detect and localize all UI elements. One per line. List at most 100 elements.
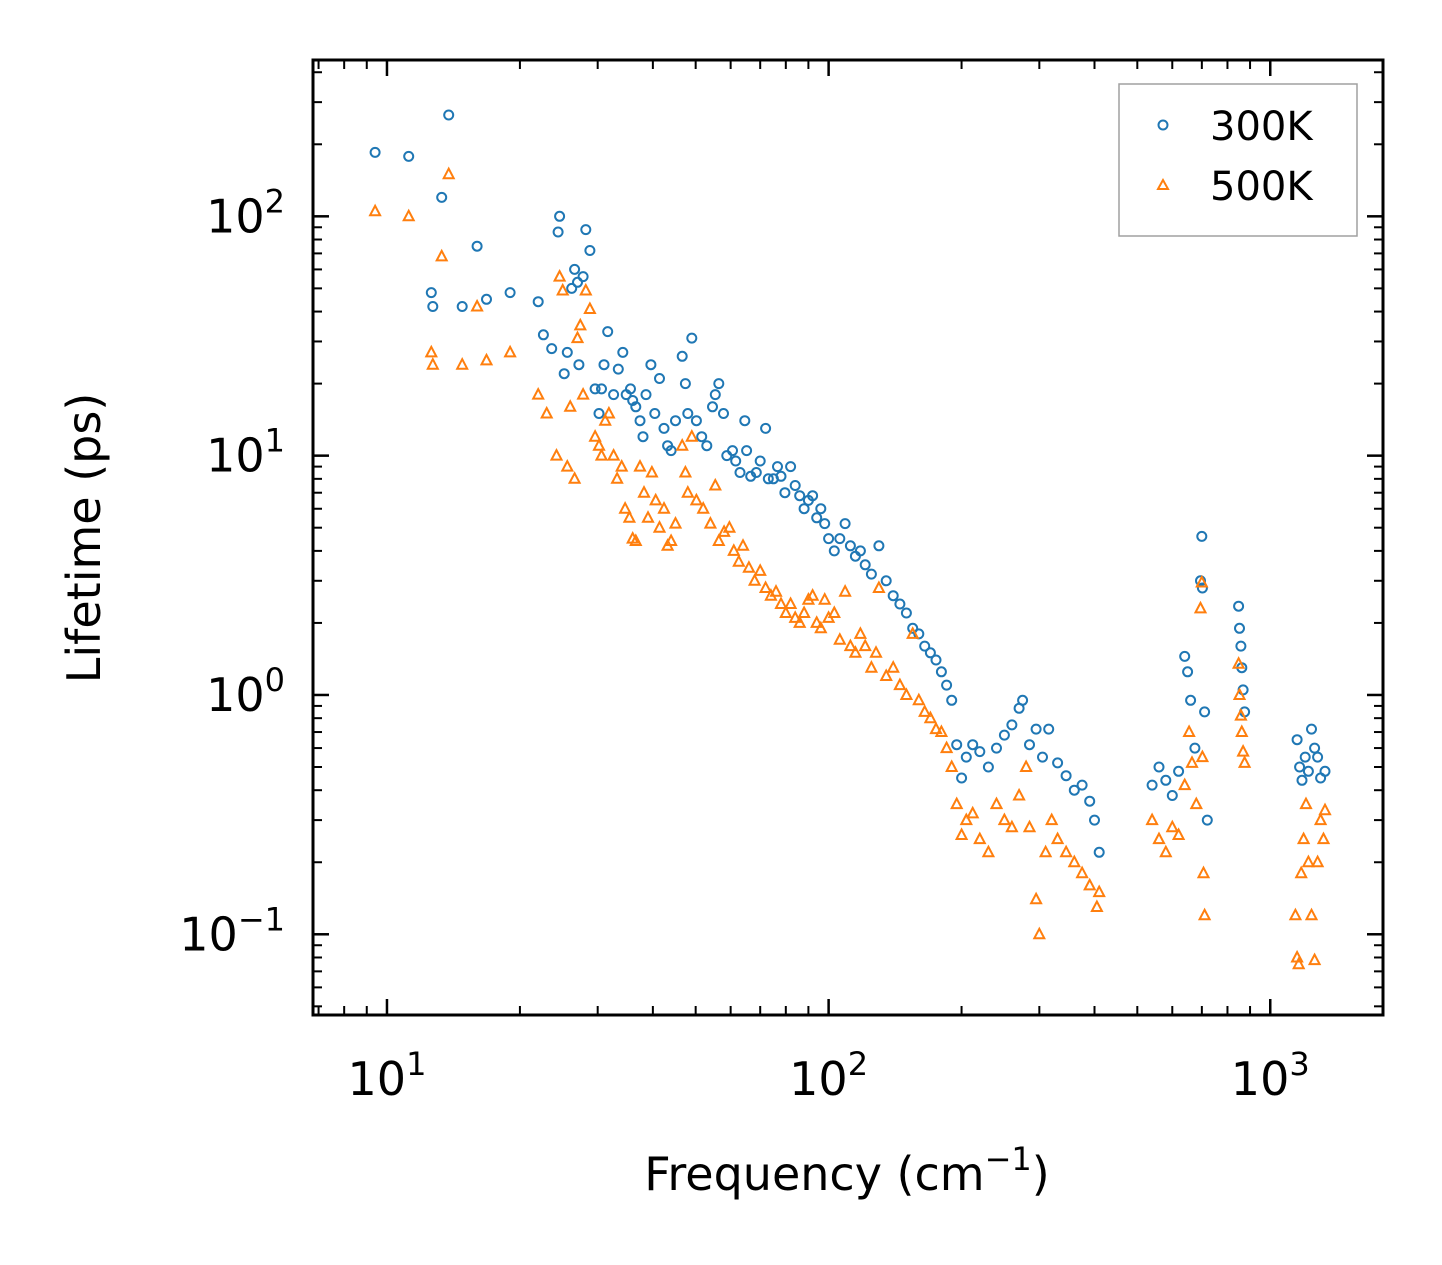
- data-point-300k: [865, 568, 877, 580]
- data-point-500k: [722, 520, 737, 533]
- data-point-300k: [974, 746, 986, 758]
- data-point-300k: [403, 150, 415, 162]
- data-point-500k: [402, 208, 416, 222]
- y-tick-exponent: 1: [265, 422, 285, 460]
- data-point-300k: [566, 282, 578, 294]
- data-point-500k: [1296, 831, 1311, 845]
- data-point-300k: [701, 440, 713, 452]
- data-point-300k: [1182, 666, 1194, 678]
- data-point-500k: [1005, 819, 1019, 833]
- data-point-500k: [1171, 827, 1186, 840]
- data-point-500k: [712, 533, 726, 546]
- data-point-500k: [664, 533, 678, 546]
- data-point-500k: [1237, 755, 1252, 768]
- data-point-300k: [676, 350, 688, 362]
- x-tick-label: 102: [789, 1045, 868, 1106]
- data-point-500k: [549, 447, 564, 461]
- data-point-500k: [886, 660, 900, 673]
- data-point-300k: [561, 346, 573, 358]
- data-point-500k: [1159, 844, 1173, 858]
- data-point-300k: [739, 415, 751, 427]
- data-point-300k: [608, 389, 620, 401]
- data-point-300k: [1312, 751, 1324, 763]
- x-axis-label-suffix: ): [1032, 1147, 1050, 1201]
- data-point-300k: [573, 359, 585, 371]
- data-point-500k: [583, 301, 597, 314]
- data-point-300k: [1235, 640, 1247, 652]
- data-point-500k: [848, 645, 863, 658]
- data-point-500k: [629, 533, 643, 546]
- x-tick-label: 101: [348, 1045, 427, 1106]
- data-point-300k: [471, 240, 483, 252]
- data-point-500k: [1299, 796, 1313, 810]
- data-point-500k: [966, 805, 980, 819]
- data-point-500k: [696, 501, 710, 514]
- data-point-500k: [788, 610, 802, 623]
- data-point-300k: [696, 431, 708, 443]
- data-point-500k: [1234, 707, 1248, 721]
- data-point-500k: [681, 485, 695, 498]
- data-point-500k: [678, 464, 693, 478]
- data-point-300k: [682, 408, 694, 419]
- data-point-500k: [872, 580, 886, 593]
- x-tick-base: 10: [348, 1052, 407, 1106]
- data-point-500k: [598, 413, 612, 426]
- y-axis-label: Lifetime (ps): [57, 393, 111, 684]
- data-point-500k: [893, 677, 907, 691]
- data-point-300k: [625, 383, 636, 395]
- data-point-300k: [658, 422, 670, 434]
- data-point-300k: [951, 739, 963, 751]
- x-axis-label-exponent: −1: [985, 1140, 1032, 1178]
- data-point-500k: [1195, 749, 1210, 763]
- data-point-300k: [481, 293, 492, 305]
- data-point-500k: [853, 626, 868, 639]
- data-point-300k: [1037, 751, 1048, 763]
- data-point-300k: [1299, 751, 1311, 763]
- y-tick-base: 10: [179, 907, 238, 961]
- data-point-300k: [596, 383, 607, 395]
- data-point-500k: [769, 584, 783, 597]
- data-point-300k: [552, 226, 564, 238]
- data-point-300k: [839, 518, 851, 530]
- data-point-500k: [455, 357, 469, 370]
- x-tick-exponent: 2: [848, 1045, 868, 1083]
- data-point-300k: [1006, 719, 1018, 731]
- data-point-300k: [1017, 694, 1029, 706]
- data-point-300k: [654, 373, 665, 384]
- data-point-500k: [641, 510, 655, 523]
- data-point-500k: [708, 477, 722, 491]
- data-point-500k: [552, 268, 567, 282]
- data-point-500k: [939, 740, 954, 754]
- data-point-300k: [730, 455, 742, 467]
- data-point-500k: [899, 687, 914, 700]
- data-point-500k: [758, 580, 773, 593]
- data-point-300k: [679, 378, 691, 390]
- data-point-500k: [594, 447, 609, 461]
- data-point-500k: [540, 405, 554, 419]
- data-point-500k: [652, 520, 667, 533]
- data-point-300k: [1153, 761, 1165, 773]
- data-point-300k: [537, 329, 549, 341]
- x-tick-base: 10: [1231, 1052, 1290, 1106]
- data-point-500k: [797, 605, 811, 618]
- data-point-300k: [645, 359, 657, 371]
- data-point-500k: [923, 710, 938, 724]
- data-point-300k: [554, 210, 566, 222]
- data-point-300k: [1319, 765, 1331, 777]
- data-point-500k: [954, 827, 969, 840]
- data-point-300k: [569, 263, 581, 275]
- x-axis-label: Frequency (cm−1): [644, 1140, 1049, 1201]
- data-point-500k: [668, 515, 683, 529]
- data-point-500k: [1067, 854, 1081, 868]
- data-point-300k: [785, 461, 797, 473]
- data-point-300k: [504, 287, 516, 299]
- data-point-300k: [900, 607, 912, 619]
- data-point-500k: [843, 638, 858, 652]
- data-point-300k: [546, 343, 558, 355]
- data-point-300k: [637, 431, 649, 443]
- data-point-500k: [1288, 907, 1303, 921]
- data-point-500k: [950, 796, 964, 810]
- data-point-500k: [1235, 724, 1249, 737]
